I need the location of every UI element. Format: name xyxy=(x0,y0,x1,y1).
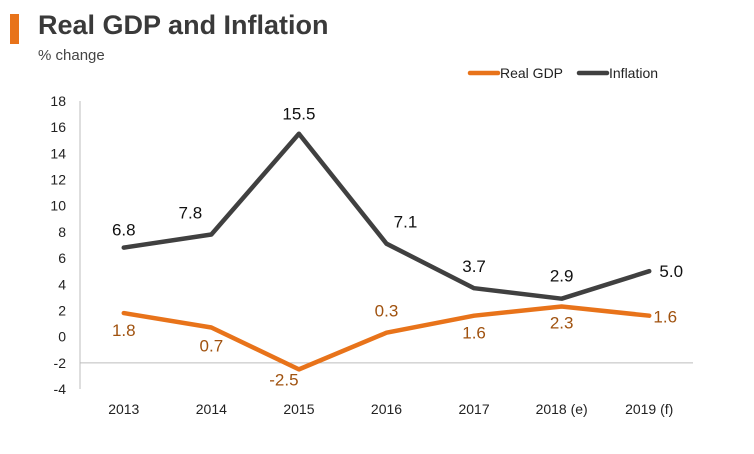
series-line-inflation xyxy=(121,131,652,301)
data-label-gdp: 0.3 xyxy=(375,302,399,321)
y-tick-label: -2 xyxy=(54,355,67,371)
data-label-gdp: 2.3 xyxy=(550,314,574,333)
x-tick-label: 2018 (e) xyxy=(536,401,588,417)
data-label-inflation: 7.8 xyxy=(179,204,203,223)
data-label-inflation: 15.5 xyxy=(282,105,315,124)
x-tick-label: 2015 xyxy=(283,401,314,417)
data-label-inflation: 7.1 xyxy=(394,213,418,232)
y-tick-label: 8 xyxy=(58,224,66,240)
y-tick-label: 0 xyxy=(58,329,66,345)
data-label-inflation: 2.9 xyxy=(550,267,574,286)
y-tick-label: 12 xyxy=(50,172,66,188)
x-tick-label: 2013 xyxy=(108,401,139,417)
data-label-gdp: 1.6 xyxy=(462,324,486,343)
data-label-inflation: 5.0 xyxy=(659,262,683,281)
y-tick-label: 6 xyxy=(58,250,66,266)
series-line-gdp xyxy=(121,304,652,372)
data-label-gdp: 1.8 xyxy=(112,321,136,340)
y-tick-label: 10 xyxy=(50,198,66,214)
chart-title: Real GDP and Inflation xyxy=(38,10,329,40)
legend-label-gdp: Real GDP xyxy=(500,65,563,81)
data-label-gdp: 0.7 xyxy=(200,336,224,355)
y-tick-label: 18 xyxy=(50,93,66,109)
x-tick-label: 2016 xyxy=(371,401,402,417)
y-tick-label: -4 xyxy=(54,381,67,397)
title-accent-bar xyxy=(10,14,19,44)
data-label-gdp: 1.6 xyxy=(653,308,677,327)
legend-label-inflation: Inflation xyxy=(609,65,658,81)
x-tick-label: 2017 xyxy=(458,401,489,417)
chart-subtitle: % change xyxy=(38,47,105,64)
y-tick-label: 14 xyxy=(50,145,66,161)
data-label-gdp: -2.5 xyxy=(269,370,298,389)
y-tick-label: 16 xyxy=(50,119,66,135)
x-tick-label: 2014 xyxy=(196,401,227,417)
x-tick-label: 2019 (f) xyxy=(625,401,673,417)
y-tick-label: 4 xyxy=(58,276,66,292)
data-label-inflation: 3.7 xyxy=(462,257,486,276)
y-tick-label: 2 xyxy=(58,302,66,318)
data-label-inflation: 6.8 xyxy=(112,221,136,240)
